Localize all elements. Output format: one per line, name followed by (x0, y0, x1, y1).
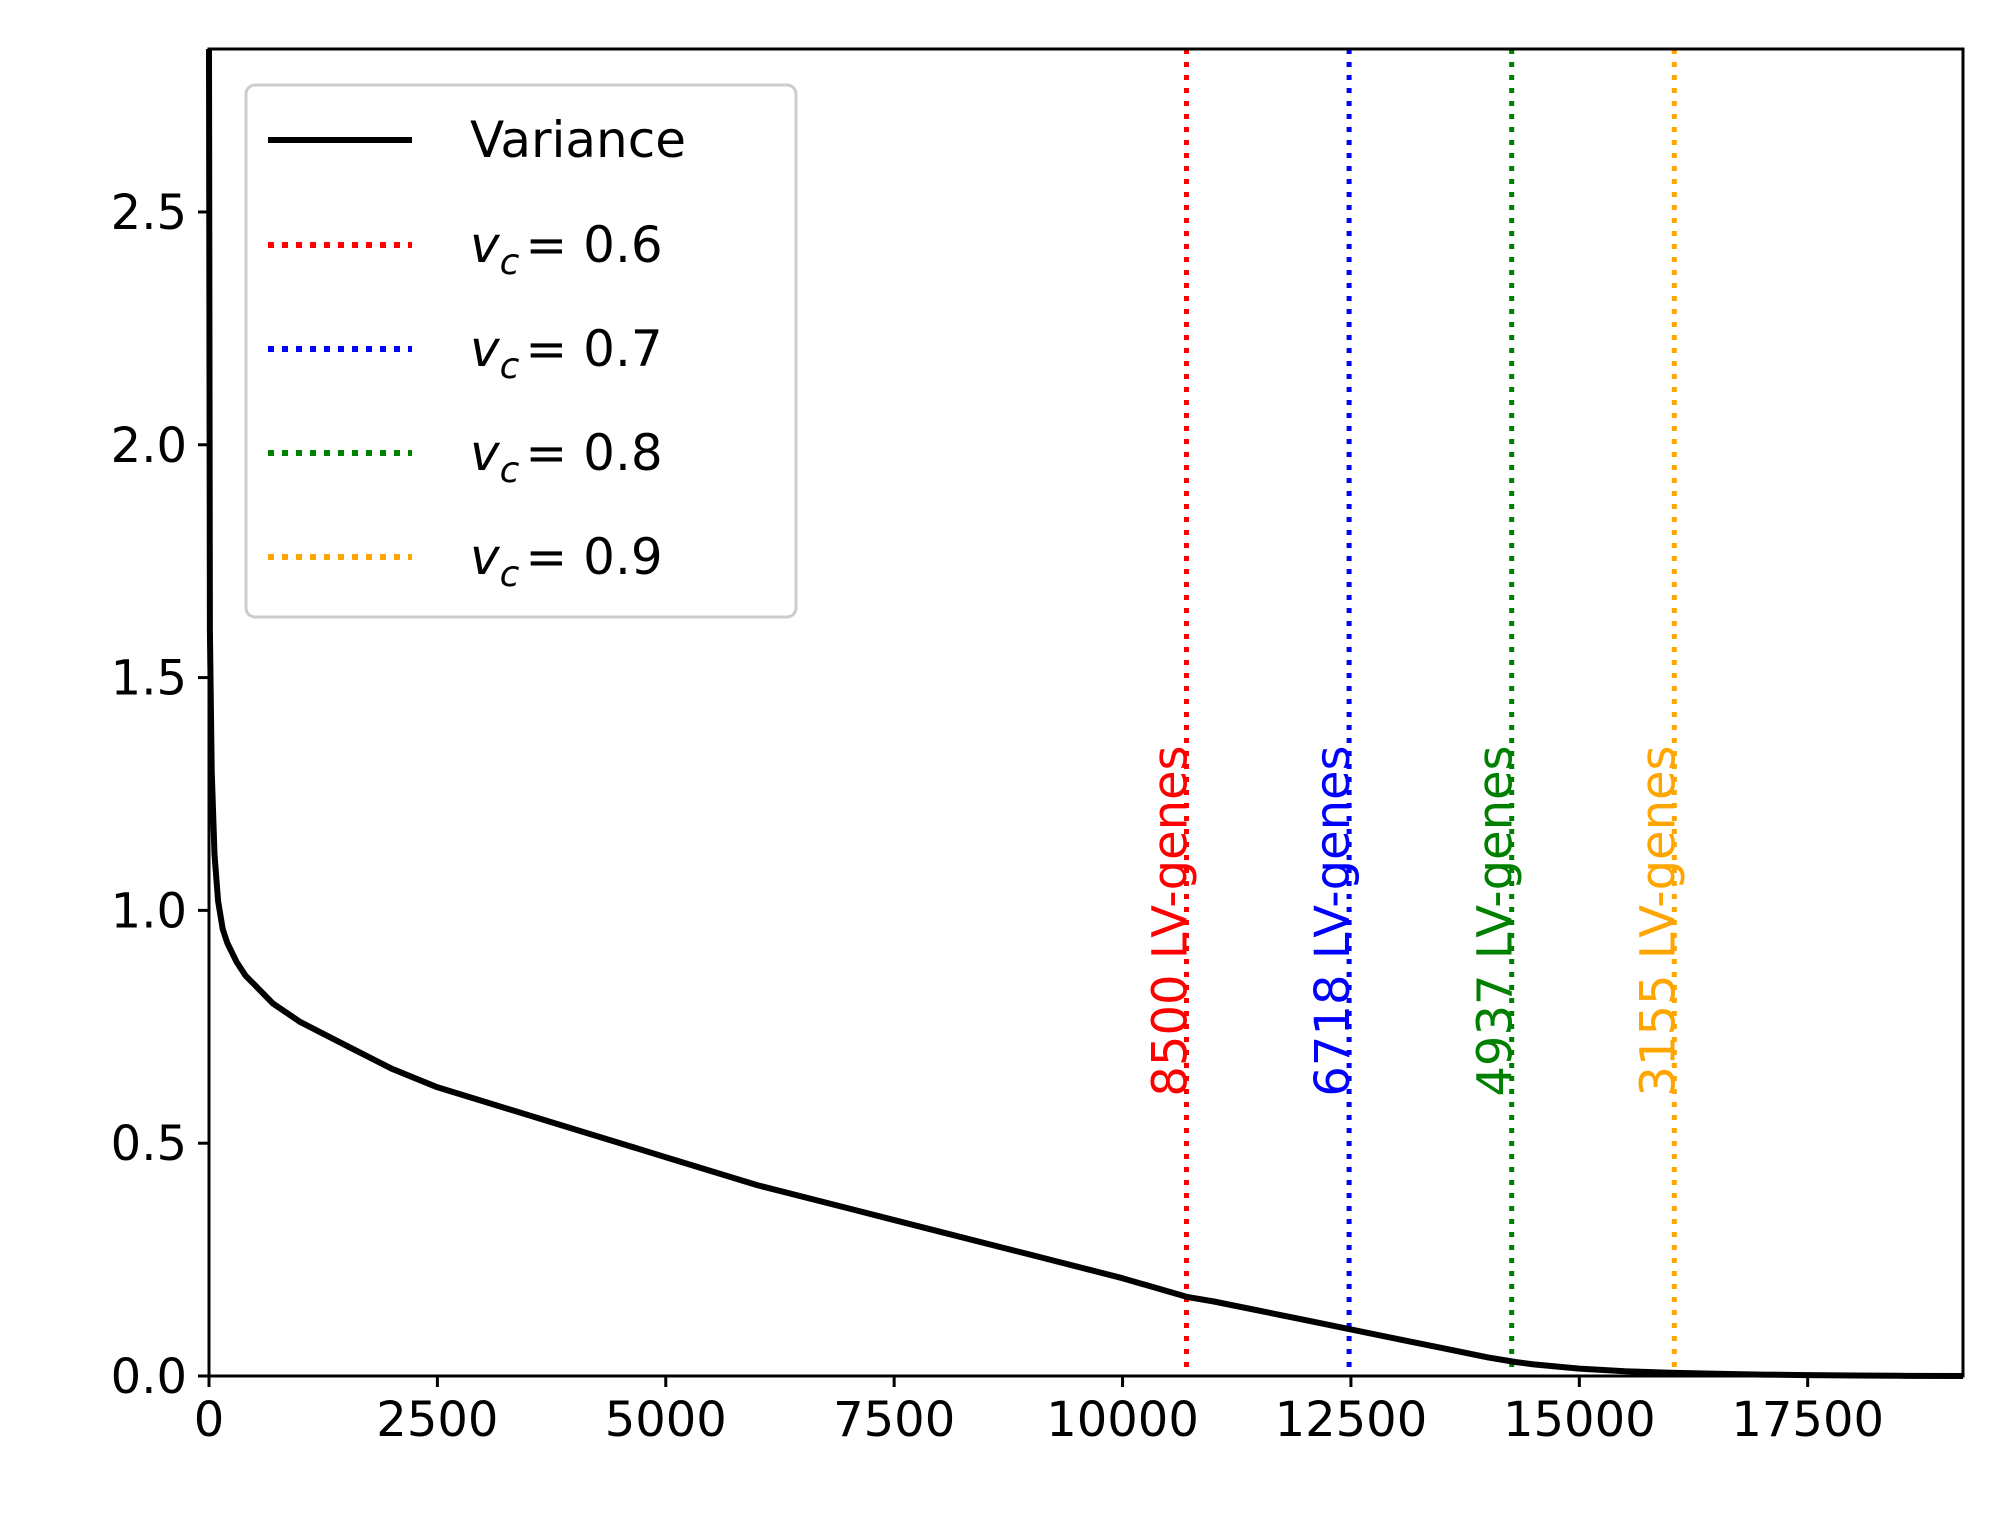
y-tick-label-4: 2.0 (111, 418, 187, 474)
x-tick-label-5: 12500 (1275, 1392, 1428, 1448)
y-tick-label-0: 0.0 (111, 1349, 187, 1405)
legend-label-vc-1: vc = 0.7 (470, 320, 663, 387)
legend-box (244, 83, 798, 619)
x-tick-label-3: 7500 (833, 1392, 955, 1448)
x-tick-label-6: 15000 (1503, 1392, 1656, 1448)
x-tick-label-4: 10000 (1046, 1392, 1199, 1448)
legend-label-variance: Variance (470, 111, 686, 169)
threshold-annotation-3: 3155 LV-genes (1630, 745, 1686, 1096)
x-axis-ticks: 0 2500 5000 7500 10000 12500 15000 17500 (194, 1376, 1884, 1448)
y-tick-label-5: 2.5 (111, 185, 187, 241)
y-tick-label-1: 0.5 (111, 1116, 187, 1172)
threshold-annotation-2: 4937 LV-genes (1468, 745, 1524, 1096)
legend-label-vc-0: vc = 0.6 (470, 216, 663, 283)
series-line-0 (206, 48, 1964, 1379)
y-tick-label-3: 1.5 (111, 651, 187, 707)
axes-frame (207, 47, 1965, 1378)
x-tick-label-2: 5000 (605, 1392, 727, 1448)
y-tick-label-2: 1.0 (111, 883, 187, 939)
legend: Variance vc = 0.6 vc = 0.7 vc = 0.8 vc = 0.9 (244, 83, 798, 619)
y-axis-ticks: 0.0 0.5 1.0 1.5 2.0 2.5 (111, 185, 209, 1405)
threshold-annotation-0: 8500 LV-genes (1142, 745, 1198, 1096)
x-tick-label-0: 0 (194, 1392, 225, 1448)
x-tick-label-7: 17500 (1731, 1392, 1884, 1448)
legend-label-vc-2: vc = 0.8 (470, 424, 663, 491)
x-tick-label-1: 2500 (376, 1392, 498, 1448)
threshold-annotation-1: 6718 LV-genes (1305, 745, 1361, 1096)
legend-label-vc-3: vc = 0.9 (470, 528, 663, 595)
plot-content: 8500 LV-genes 6718 LV-genes 4937 LV-genes 3… (206, 48, 1964, 1379)
